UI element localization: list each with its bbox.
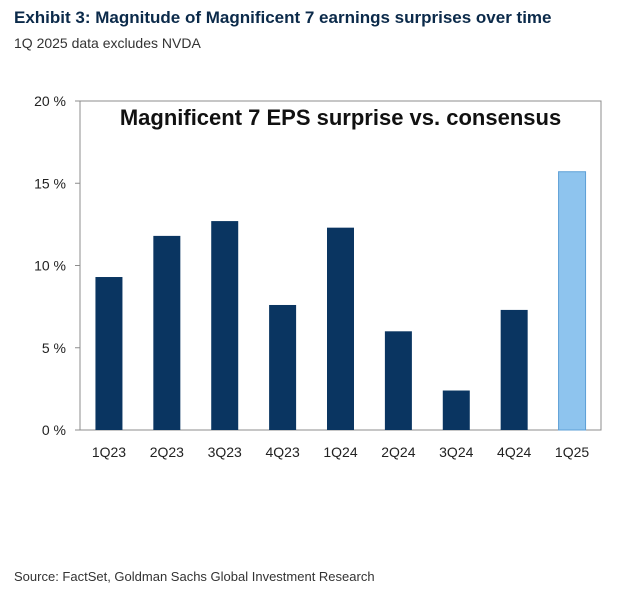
bar-2q23 xyxy=(153,235,181,430)
bars-layer xyxy=(95,171,587,431)
y-tick-label: 10 % xyxy=(34,258,66,274)
x-tick-label: 1Q23 xyxy=(92,444,126,460)
exhibit-subtitle: 1Q 2025 data excludes NVDA xyxy=(14,35,201,51)
x-tick-label: 1Q25 xyxy=(555,444,589,460)
x-tick-label: 1Q24 xyxy=(323,444,357,460)
bar-2q24 xyxy=(384,331,412,430)
x-tick-label: 4Q23 xyxy=(265,444,299,460)
bar-4q24 xyxy=(500,309,528,430)
y-tick-label: 15 % xyxy=(34,175,66,191)
x-tick-label: 2Q24 xyxy=(381,444,415,460)
y-axis: 0 % 5 % 10 % 15 % 20 % xyxy=(34,93,80,438)
bar-1q23 xyxy=(95,277,123,430)
x-tick-label: 2Q23 xyxy=(150,444,184,460)
bar-4q23 xyxy=(269,304,297,430)
x-axis: 1Q23 2Q23 3Q23 4Q23 1Q24 2Q24 3Q24 4Q24 1Q25 xyxy=(92,444,590,460)
x-tick-label: 4Q24 xyxy=(497,444,531,460)
y-tick-label: 5 % xyxy=(42,340,66,356)
y-tick-label: 20 % xyxy=(34,93,66,109)
chart-title: Magnificent 7 EPS surprise vs. consensus xyxy=(120,105,561,130)
x-tick-label: 3Q23 xyxy=(208,444,242,460)
x-tick-label: 3Q24 xyxy=(439,444,473,460)
bar-1q25 xyxy=(558,171,587,431)
y-tick-label: 0 % xyxy=(42,422,66,438)
bar-1q24 xyxy=(327,227,354,430)
exhibit-title: Exhibit 3: Magnitude of Magnificent 7 ea… xyxy=(14,8,552,27)
bar-3q23 xyxy=(211,221,239,430)
bar-3q24 xyxy=(442,390,470,430)
source-note: Source: FactSet, Goldman Sachs Global In… xyxy=(14,569,375,584)
